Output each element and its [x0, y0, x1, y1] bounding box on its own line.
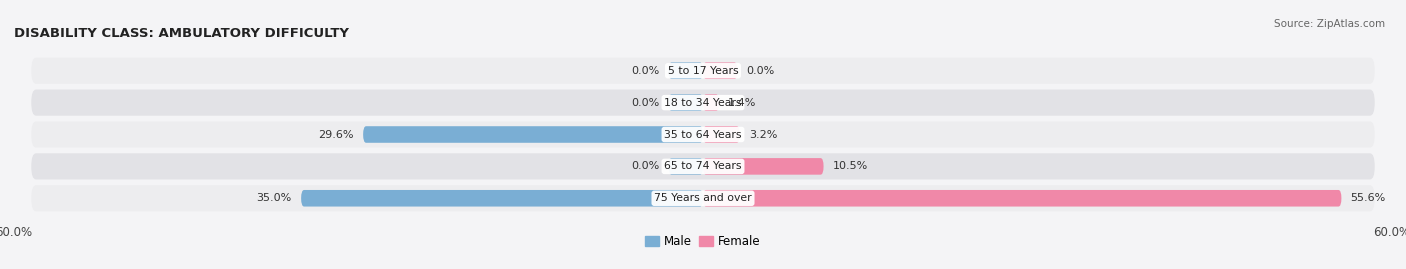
FancyBboxPatch shape [703, 158, 824, 175]
FancyBboxPatch shape [31, 90, 1375, 116]
Text: 0.0%: 0.0% [631, 98, 659, 108]
Legend: Male, Female: Male, Female [641, 230, 765, 253]
FancyBboxPatch shape [363, 126, 703, 143]
FancyBboxPatch shape [703, 126, 740, 143]
Text: 35.0%: 35.0% [257, 193, 292, 203]
Text: 29.6%: 29.6% [318, 129, 354, 140]
Text: 5 to 17 Years: 5 to 17 Years [668, 66, 738, 76]
Text: 35 to 64 Years: 35 to 64 Years [664, 129, 742, 140]
Text: 75 Years and over: 75 Years and over [654, 193, 752, 203]
Text: 3.2%: 3.2% [749, 129, 778, 140]
FancyBboxPatch shape [31, 121, 1375, 148]
Text: 0.0%: 0.0% [631, 161, 659, 171]
FancyBboxPatch shape [703, 94, 718, 111]
Text: 0.0%: 0.0% [631, 66, 659, 76]
FancyBboxPatch shape [703, 190, 1341, 207]
FancyBboxPatch shape [669, 94, 703, 111]
Text: 0.0%: 0.0% [747, 66, 775, 76]
Text: 10.5%: 10.5% [832, 161, 868, 171]
FancyBboxPatch shape [669, 158, 703, 175]
Text: 65 to 74 Years: 65 to 74 Years [664, 161, 742, 171]
FancyBboxPatch shape [31, 185, 1375, 211]
Text: 18 to 34 Years: 18 to 34 Years [664, 98, 742, 108]
FancyBboxPatch shape [31, 58, 1375, 84]
FancyBboxPatch shape [669, 62, 703, 79]
Text: DISABILITY CLASS: AMBULATORY DIFFICULTY: DISABILITY CLASS: AMBULATORY DIFFICULTY [14, 27, 349, 40]
FancyBboxPatch shape [703, 62, 738, 79]
Text: 1.4%: 1.4% [728, 98, 756, 108]
Text: 55.6%: 55.6% [1351, 193, 1386, 203]
FancyBboxPatch shape [31, 153, 1375, 179]
FancyBboxPatch shape [301, 190, 703, 207]
Text: Source: ZipAtlas.com: Source: ZipAtlas.com [1274, 19, 1385, 29]
